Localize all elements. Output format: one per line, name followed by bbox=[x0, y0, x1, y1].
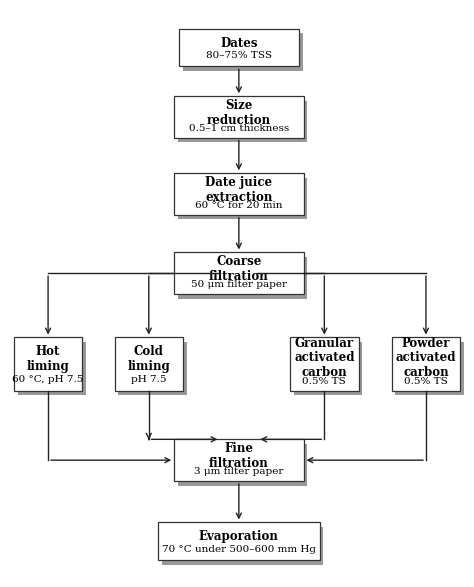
Text: Fine
filtration: Fine filtration bbox=[209, 442, 269, 470]
FancyBboxPatch shape bbox=[178, 178, 307, 220]
FancyBboxPatch shape bbox=[395, 342, 464, 396]
Text: Evaporation: Evaporation bbox=[199, 530, 279, 543]
Text: 0.5–1 cm thickness: 0.5–1 cm thickness bbox=[189, 124, 289, 133]
FancyBboxPatch shape bbox=[179, 29, 299, 66]
Text: 50 μm filter paper: 50 μm filter paper bbox=[191, 281, 287, 289]
FancyBboxPatch shape bbox=[294, 342, 362, 396]
Text: Size
reduction: Size reduction bbox=[207, 99, 271, 127]
Text: 0.5% TS: 0.5% TS bbox=[302, 377, 346, 386]
FancyBboxPatch shape bbox=[162, 527, 323, 565]
FancyBboxPatch shape bbox=[290, 338, 358, 391]
FancyBboxPatch shape bbox=[178, 257, 307, 299]
Text: 3 μm filter paper: 3 μm filter paper bbox=[194, 467, 283, 476]
FancyBboxPatch shape bbox=[174, 173, 303, 215]
FancyBboxPatch shape bbox=[174, 252, 303, 294]
FancyBboxPatch shape bbox=[115, 338, 183, 391]
Text: pH 7.5: pH 7.5 bbox=[131, 375, 166, 383]
FancyBboxPatch shape bbox=[18, 342, 86, 396]
FancyBboxPatch shape bbox=[158, 522, 319, 560]
FancyBboxPatch shape bbox=[174, 439, 303, 481]
Text: 0.5% TS: 0.5% TS bbox=[404, 377, 448, 386]
FancyBboxPatch shape bbox=[178, 444, 307, 485]
Text: Cold
liming: Cold liming bbox=[128, 345, 170, 373]
FancyBboxPatch shape bbox=[14, 338, 82, 391]
FancyBboxPatch shape bbox=[178, 101, 307, 143]
Text: Powder
activated
carbon: Powder activated carbon bbox=[396, 337, 456, 379]
Text: Dates: Dates bbox=[220, 36, 257, 49]
Text: 60 °C, pH 7.5: 60 °C, pH 7.5 bbox=[12, 375, 84, 383]
FancyBboxPatch shape bbox=[118, 342, 187, 396]
FancyBboxPatch shape bbox=[182, 33, 302, 71]
Text: 80–75% TSS: 80–75% TSS bbox=[206, 51, 272, 60]
Text: 60 °C for 20 min: 60 °C for 20 min bbox=[195, 201, 283, 210]
Text: 70 °C under 500–600 mm Hg: 70 °C under 500–600 mm Hg bbox=[162, 545, 316, 554]
FancyBboxPatch shape bbox=[392, 338, 460, 391]
Text: Hot
liming: Hot liming bbox=[27, 345, 70, 373]
Text: Granular
activated
carbon: Granular activated carbon bbox=[294, 337, 355, 379]
Text: Date juice
extraction: Date juice extraction bbox=[205, 176, 273, 204]
Text: Coarse
filtration: Coarse filtration bbox=[209, 255, 269, 283]
FancyBboxPatch shape bbox=[174, 96, 303, 138]
